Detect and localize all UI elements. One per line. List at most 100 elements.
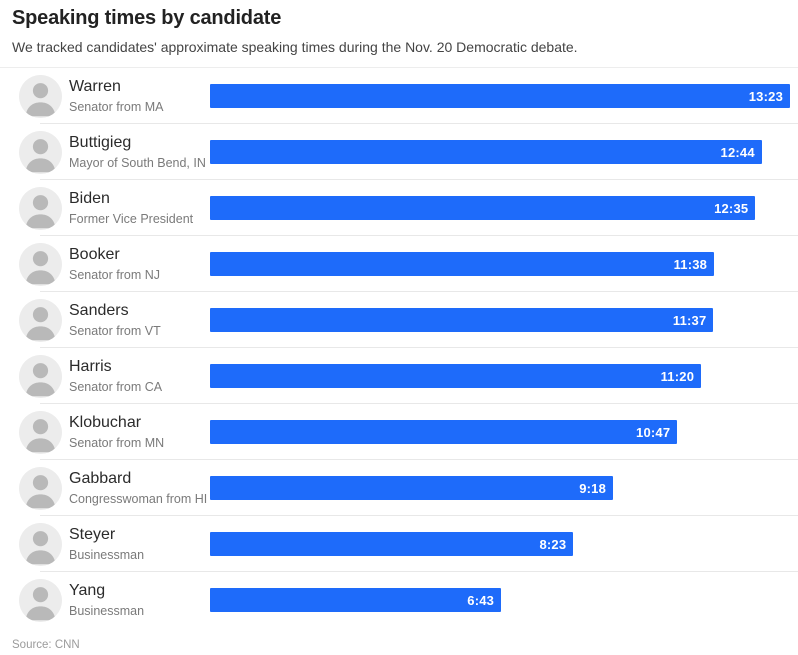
speaking-time-bar: 8:23 [210, 532, 574, 557]
candidate-name: Gabbard [69, 470, 132, 488]
person-silhouette-icon [19, 466, 62, 510]
candidate-role: Congresswoman from HI [69, 492, 208, 507]
speaking-time-bar: 13:23 [210, 84, 790, 109]
candidate-info: Warren Senator from MA [0, 74, 210, 118]
bar-value-label: 12:35 [714, 200, 749, 216]
candidate-avatar [19, 410, 62, 454]
candidate-info: Buttigieg Mayor of South Bend, IN [0, 130, 210, 174]
candidate-text-block: Booker Senator from NJ [69, 245, 160, 283]
person-silhouette-icon [19, 522, 62, 566]
person-silhouette-icon [19, 130, 62, 174]
bar-value-label: 10:47 [636, 424, 671, 440]
candidate-role: Mayor of South Bend, IN [69, 156, 206, 171]
candidate-row: Gabbard Congresswoman from HI 9:18 [0, 460, 798, 517]
bar-value-label: 13:23 [748, 88, 783, 104]
bar-track: 11:37 [210, 308, 790, 333]
chart-header: Speaking times by candidate We tracked c… [0, 0, 798, 56]
candidate-row: Steyer Businessman 8:23 [0, 516, 798, 573]
bar-value-label: 11:20 [660, 368, 695, 384]
candidate-text-block: Yang Businessman [69, 581, 144, 619]
person-silhouette-icon [19, 410, 62, 454]
bar-value-label: 6:43 [467, 592, 495, 608]
candidate-text-block: Klobuchar Senator from MN [69, 413, 164, 451]
candidate-avatar [19, 354, 62, 398]
speaking-time-bar: 12:35 [210, 196, 756, 221]
candidate-name: Warren [69, 78, 121, 96]
person-silhouette-icon [19, 186, 62, 230]
bar-track: 9:18 [210, 476, 790, 501]
chart-title: Speaking times by candidate [12, 7, 282, 29]
speaking-time-bar: 11:37 [210, 308, 714, 333]
candidate-info: Sanders Senator from VT [0, 298, 210, 342]
person-silhouette-icon [19, 298, 62, 342]
bar-value-label: 9:18 [579, 480, 607, 496]
candidate-info: Booker Senator from NJ [0, 242, 210, 286]
candidate-avatar [19, 242, 62, 286]
speaking-time-bar: 11:38 [210, 252, 715, 277]
person-silhouette-icon [19, 242, 62, 286]
bar-track: 11:38 [210, 252, 790, 277]
candidate-row: Yang Businessman 6:43 [0, 572, 798, 628]
candidate-row: Warren Senator from MA 13:23 [0, 68, 798, 125]
candidate-info: Steyer Businessman [0, 522, 210, 566]
speaking-time-bar: 10:47 [210, 420, 678, 445]
chart-subtitle: We tracked candidates' approximate speak… [12, 39, 578, 55]
candidate-info: Biden Former Vice President [0, 186, 210, 230]
candidate-avatar [19, 466, 62, 510]
candidate-role: Senator from VT [69, 324, 161, 339]
candidate-info: Gabbard Congresswoman from HI [0, 466, 210, 510]
candidate-text-block: Buttigieg Mayor of South Bend, IN [69, 133, 206, 171]
candidate-name: Booker [69, 246, 120, 264]
source-attribution: Source: CNN [12, 639, 80, 651]
bar-track: 13:23 [210, 84, 790, 109]
candidate-name: Buttigieg [69, 134, 132, 152]
candidate-text-block: Warren Senator from MA [69, 77, 163, 115]
speaking-time-bar: 6:43 [210, 588, 502, 613]
row-divider [40, 403, 798, 405]
bar-value-label: 8:23 [539, 536, 567, 552]
candidate-avatar [19, 522, 62, 566]
bar-value-label: 11:38 [673, 256, 708, 272]
candidate-name: Steyer [69, 526, 116, 544]
row-divider [40, 235, 798, 237]
bar-track: 12:44 [210, 140, 790, 165]
candidate-avatar [19, 186, 62, 230]
candidate-role: Businessman [69, 548, 145, 563]
speaking-time-bar: 11:20 [210, 364, 702, 389]
bar-track: 12:35 [210, 196, 790, 221]
candidate-row: Sanders Senator from VT 11:37 [0, 292, 798, 349]
speaking-time-bar: 12:44 [210, 140, 762, 165]
person-silhouette-icon [19, 354, 62, 398]
candidate-role: Senator from NJ [69, 268, 161, 283]
candidate-list: Warren Senator from MA 13:23 Buttigieg M… [0, 67, 798, 628]
person-silhouette-icon [19, 578, 62, 622]
candidate-role: Senator from MN [69, 436, 165, 451]
candidate-text-block: Biden Former Vice President [69, 189, 193, 227]
bar-track: 6:43 [210, 588, 790, 613]
candidate-avatar [19, 298, 62, 342]
candidate-text-block: Gabbard Congresswoman from HI [69, 469, 207, 507]
candidate-text-block: Steyer Businessman [69, 525, 144, 563]
candidate-text-block: Sanders Senator from VT [69, 301, 161, 339]
bar-track: 8:23 [210, 532, 790, 557]
bar-track: 11:20 [210, 364, 790, 389]
speaking-time-bar: 9:18 [210, 476, 614, 501]
candidate-row: Buttigieg Mayor of South Bend, IN 12:44 [0, 124, 798, 181]
candidate-row: Klobuchar Senator from MN 10:47 [0, 404, 798, 461]
candidate-row: Booker Senator from NJ 11:38 [0, 236, 798, 293]
candidate-role: Businessman [69, 604, 145, 619]
row-divider [40, 571, 798, 573]
row-divider [40, 123, 798, 125]
candidate-avatar [19, 578, 62, 622]
row-divider [40, 291, 798, 293]
candidate-row: Harris Senator from CA 11:20 [0, 348, 798, 405]
person-silhouette-icon [19, 74, 62, 118]
candidate-role: Senator from CA [69, 380, 163, 395]
row-divider [40, 515, 798, 517]
row-divider [40, 347, 798, 349]
candidate-avatar [19, 74, 62, 118]
row-divider [40, 179, 798, 181]
candidate-name: Harris [69, 358, 112, 376]
bar-track: 10:47 [210, 420, 790, 445]
